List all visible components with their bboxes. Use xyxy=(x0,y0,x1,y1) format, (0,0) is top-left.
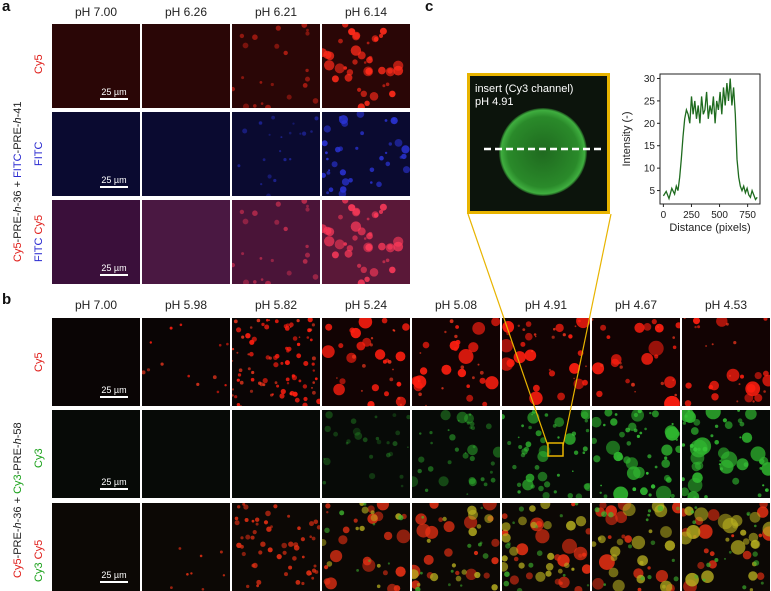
profile-series-line xyxy=(662,78,758,201)
plot-frame xyxy=(659,73,761,205)
microscopy-tile xyxy=(142,200,230,284)
microscopy-tile xyxy=(232,318,320,406)
scale-bar-line xyxy=(100,488,128,490)
panel-b-col-head: pH 5.08 xyxy=(434,298,478,312)
microscopy-tile xyxy=(142,318,230,406)
microscopy-tile xyxy=(682,318,770,406)
droplet xyxy=(499,108,587,196)
scale-bar: 25 µm xyxy=(96,477,132,490)
inset-caption: insert (Cy3 channel) pH 4.91 xyxy=(475,83,573,109)
zoom-region-box xyxy=(547,442,564,457)
scale-bar: 25 µm xyxy=(96,87,132,100)
plot-y-label: Intensity (-) xyxy=(621,111,633,166)
scale-bar-line xyxy=(100,274,128,276)
scale-bar: 25 µm xyxy=(96,570,132,583)
microscopy-tile xyxy=(232,503,320,591)
scale-bar-label: 25 µm xyxy=(101,87,127,97)
inset-caption-line2: pH 4.91 xyxy=(475,96,514,108)
panel-b-col-head: pH 4.53 xyxy=(704,298,748,312)
microscopy-tile xyxy=(502,318,590,406)
panel-c-letter: c xyxy=(425,0,434,15)
microscopy-tile xyxy=(322,200,410,284)
y-tick-label: 15 xyxy=(644,141,656,152)
plot-x-label: Distance (pixels) xyxy=(669,222,750,234)
y-tick-label: 30 xyxy=(644,74,656,85)
microscopy-tile xyxy=(232,200,320,284)
y-tick-label: 10 xyxy=(644,164,656,175)
panel-b-col-head: pH 5.82 xyxy=(254,298,298,312)
microscopy-tile xyxy=(142,24,230,108)
scale-bar-line xyxy=(100,186,128,188)
zoom-line-right xyxy=(562,213,612,447)
microscopy-tile: 25 µm xyxy=(52,24,140,108)
microscopy-tile xyxy=(592,410,680,498)
scale-bar-label: 25 µm xyxy=(101,175,127,185)
x-tick-label: 750 xyxy=(739,210,756,221)
microscopy-tile xyxy=(322,410,410,498)
panel-a-col-head: pH 7.00 xyxy=(74,5,118,19)
panel-a-col-head: pH 6.14 xyxy=(344,5,388,19)
scale-bar: 25 µm xyxy=(96,263,132,276)
x-tick-label: 500 xyxy=(711,210,728,221)
microscopy-tile xyxy=(412,410,500,498)
y-tick-label: 20 xyxy=(644,119,656,130)
microscopy-tile xyxy=(322,503,410,591)
microscopy-tile: 25 µm xyxy=(52,318,140,406)
panel-a-col-head: pH 6.21 xyxy=(254,5,298,19)
microscopy-tile xyxy=(682,503,770,591)
y-tick-label: 25 xyxy=(644,96,656,107)
scale-bar: 25 µm xyxy=(96,175,132,188)
plot-axes: 0 250 500 750 5 10 15 20 25 30 xyxy=(644,73,761,221)
zoom-line-left xyxy=(467,213,549,447)
microscopy-tile xyxy=(502,410,590,498)
microscopy-tile xyxy=(412,318,500,406)
microscopy-tile xyxy=(412,503,500,591)
scale-bar-line xyxy=(100,396,128,398)
microscopy-tile xyxy=(322,112,410,196)
panel-b-col-head: pH 5.98 xyxy=(164,298,208,312)
plot-series xyxy=(662,78,758,201)
microscopy-tile xyxy=(322,24,410,108)
microscopy-tile xyxy=(232,410,320,498)
microscopy-tile xyxy=(142,112,230,196)
x-tick-label: 0 xyxy=(661,210,667,221)
microscopy-tile xyxy=(682,410,770,498)
scale-bar-line xyxy=(100,581,128,583)
scale-bar-label: 25 µm xyxy=(101,385,127,395)
panel-b-col-head: pH 5.24 xyxy=(344,298,388,312)
scale-bar-line xyxy=(100,98,128,100)
y-tick-label: 5 xyxy=(649,186,655,197)
panel-b-col-head: pH 7.00 xyxy=(74,298,118,312)
microscopy-tile: 25 µm xyxy=(52,112,140,196)
microscopy-tile: 25 µm xyxy=(52,410,140,498)
scale-bar-label: 25 µm xyxy=(101,263,127,273)
microscopy-tile xyxy=(592,503,680,591)
scale-bar: 25 µm xyxy=(96,385,132,398)
inset-cy3-image: insert (Cy3 channel) pH 4.91 xyxy=(467,73,610,214)
microscopy-tile: 25 µm xyxy=(52,200,140,284)
microscopy-tile xyxy=(142,503,230,591)
inset-caption-line1: insert (Cy3 channel) xyxy=(475,83,574,95)
panel-b-letter: b xyxy=(2,291,12,308)
microscopy-tile xyxy=(232,112,320,196)
microscopy-tile xyxy=(592,318,680,406)
scale-bar-label: 25 µm xyxy=(101,570,127,580)
microscopy-tile xyxy=(502,503,590,591)
microscopy-tile xyxy=(142,410,230,498)
panel-b-col-head: pH 4.91 xyxy=(524,298,568,312)
panel-b-col-head: pH 4.67 xyxy=(614,298,658,312)
microscopy-tile xyxy=(322,318,410,406)
inset-droplet-graphic xyxy=(484,108,605,196)
x-tick-label: 250 xyxy=(683,210,700,221)
panel-a-col-head: pH 6.26 xyxy=(164,5,208,19)
microscopy-tile xyxy=(232,24,320,108)
panel-a-letter: a xyxy=(2,0,11,15)
scale-bar-label: 25 µm xyxy=(101,477,127,487)
microscopy-tile: 25 µm xyxy=(52,503,140,591)
